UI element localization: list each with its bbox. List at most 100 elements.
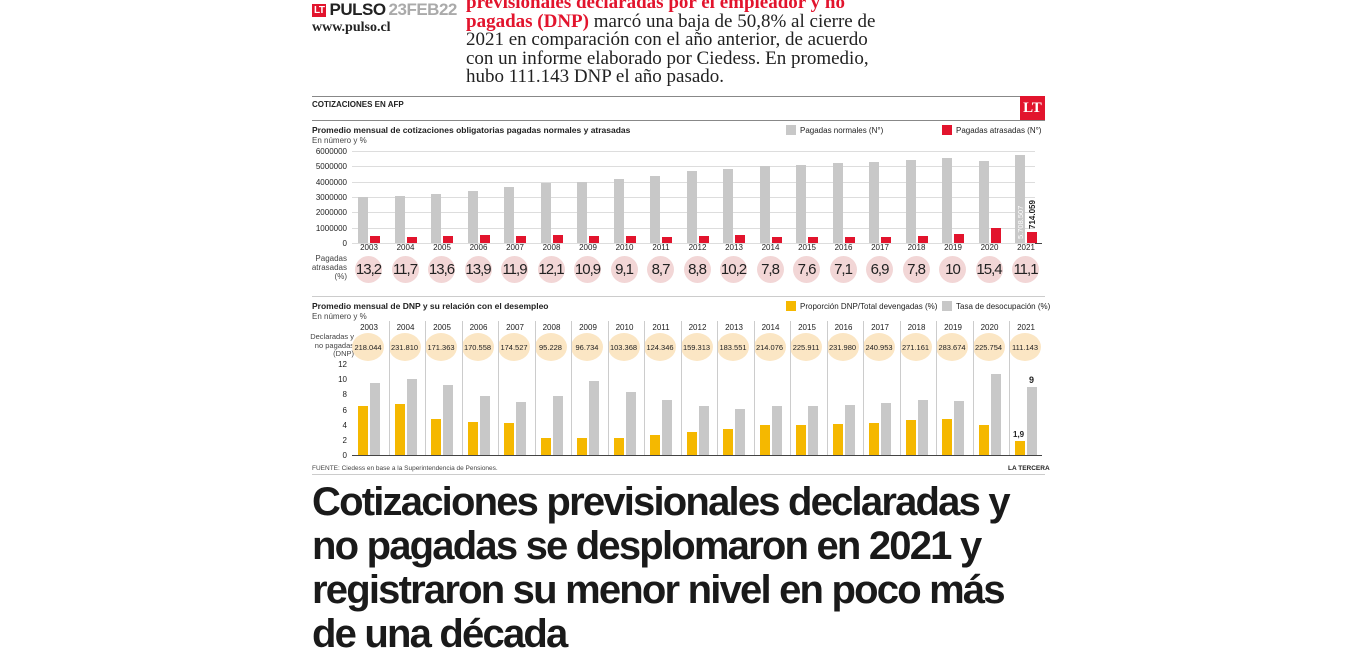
bar-unemployment <box>771 406 782 455</box>
dnp-value: 214.076 <box>753 333 786 361</box>
chart1-year-label: 2004 <box>396 243 415 252</box>
bar-late <box>589 235 599 243</box>
section-label: COTIZACIONES EN AFP <box>312 100 404 109</box>
bar-normal <box>869 161 879 243</box>
pct-circle: 6,9 <box>866 256 893 283</box>
bar-late <box>370 236 380 243</box>
lt-logo: LT <box>1020 96 1045 120</box>
bar-normal <box>905 160 916 243</box>
bar-normal <box>613 179 624 243</box>
site-url[interactable]: www.pulso.cl <box>312 20 391 35</box>
annotation-late-2021: 714.059 <box>1028 200 1037 230</box>
bar-dnp-ratio <box>942 419 952 455</box>
bar-normal <box>467 190 478 243</box>
chart1-year-label: 2006 <box>469 243 488 252</box>
chart1-legend-normal: Pagadas normales (N°) <box>786 125 883 135</box>
bar-dnp-ratio <box>577 438 587 455</box>
chart1-year-label: 2011 <box>652 243 670 252</box>
chart2-separator <box>388 321 390 455</box>
bar-normal <box>723 169 733 243</box>
bar-late <box>479 235 490 243</box>
pct-circle: 7,1 <box>829 256 857 283</box>
pct-circle: 10 <box>939 256 966 283</box>
chart1-year-label: 2003 <box>360 243 378 252</box>
headline: Cotizaciones previsionales declaradas y … <box>312 480 1011 656</box>
pct-circle: 8,8 <box>683 256 711 283</box>
dnp-value: 124.346 <box>644 333 676 361</box>
chart2-separator <box>571 321 572 455</box>
bar-normal <box>796 164 806 243</box>
legend-label-late: Pagadas atrasadas (N°) <box>956 125 1042 135</box>
bar-dnp-ratio <box>540 438 551 455</box>
bar-dnp-ratio <box>796 424 806 455</box>
chart2-separator <box>753 321 755 455</box>
pct-circle: 7,6 <box>793 256 820 283</box>
chart2-y-axis: 12 10 8 6 4 2 0 <box>307 360 349 460</box>
chart2-separators <box>352 321 1042 455</box>
bar-late <box>443 235 453 243</box>
pct-circle: 11,7 <box>391 256 419 283</box>
pct-row-label: Pagadas atrasadas (%) <box>307 254 347 281</box>
bar-late <box>954 234 964 243</box>
pct-row-label-2: atrasadas <box>311 263 347 272</box>
chart1-year-label: 2017 <box>871 243 889 252</box>
legend-swatch-normal <box>786 125 796 135</box>
chart2-y-tick: 8 <box>342 390 347 400</box>
chart2-separator <box>1009 321 1010 455</box>
dnp-value: 95.228 <box>534 333 567 361</box>
dnp-value: 174.527 <box>498 333 530 361</box>
pct-circle: 13,2 <box>355 256 382 283</box>
dnp-value: 171.363 <box>425 333 457 361</box>
pct-circle: 10,2 <box>720 256 747 283</box>
bar-normal <box>504 187 514 243</box>
bar-late <box>735 234 745 243</box>
dnp-value: 183.551 <box>717 333 749 361</box>
bar-dnp-ratio <box>504 423 514 455</box>
legend-label-dnp: Proporción DNP/Total devengadas (%) <box>800 301 938 311</box>
chart2-year-label: 2017 <box>871 323 889 332</box>
bar-normal <box>978 160 989 243</box>
chart2-y-tick: 6 <box>342 405 347 415</box>
pct-circle: 13,6 <box>428 256 455 283</box>
chart2-year-label: 2010 <box>615 323 634 332</box>
chart1-gridline <box>352 151 1035 152</box>
dnp-value: 96.734 <box>571 333 603 361</box>
chart2-year-label: 2004 <box>396 323 415 332</box>
chart1-year-label: 2010 <box>615 243 634 252</box>
annotation-dnp-2021: 1,9 <box>1013 429 1025 439</box>
dnp-value: 283.674 <box>936 333 968 361</box>
chart1-year-label: 2021 <box>1017 243 1035 252</box>
brand-name: PULSO <box>329 0 386 19</box>
bar-unemployment <box>552 395 563 455</box>
bar-unemployment <box>662 400 672 455</box>
chart2-y-tick: 0 <box>342 451 347 460</box>
chart2-separator <box>534 321 536 455</box>
source-note: FUENTE: Ciedess en base a la Superintend… <box>312 465 498 472</box>
chart1-year-label: 2007 <box>506 243 524 252</box>
pct-circle: 11,9 <box>501 256 528 283</box>
chart1-y-axis: 6000000 5000000 4000000 3000000 2000000 10000… <box>307 147 349 248</box>
chart1-plot: 5.708.507 714.059 <box>352 151 1042 244</box>
chart1-legend-late: Pagadas atrasadas (N°) <box>942 125 1041 135</box>
pct-circle: 13,9 <box>464 256 492 283</box>
chart2-separator <box>717 321 718 455</box>
dnp-value: 159.313 <box>680 333 713 361</box>
pct-circle: 9,1 <box>610 256 638 283</box>
chart2-y-tick: 12 <box>338 360 347 369</box>
pct-circle: 12,1 <box>537 256 565 283</box>
chart2-year-label: 2003 <box>360 323 378 332</box>
bar-dnp-ratio <box>394 404 405 455</box>
chart1-year-label: 2020 <box>980 243 999 252</box>
bar-unemployment <box>844 404 855 455</box>
bar-unemployment <box>808 406 818 455</box>
chart2-year-label: 2020 <box>980 323 999 332</box>
legend-swatch-dnp <box>786 301 796 311</box>
chart2-separator <box>790 321 791 455</box>
pct-circle: 8,7 <box>647 256 674 283</box>
chart1-y-tick: 1000000 <box>315 223 347 233</box>
chart1-year-label: 2008 <box>542 243 561 252</box>
dnp-value: 231.810 <box>388 333 421 361</box>
bar-unemployment <box>735 408 745 455</box>
bar-normal <box>577 181 587 243</box>
chart1-year-label: 2014 <box>761 243 780 252</box>
